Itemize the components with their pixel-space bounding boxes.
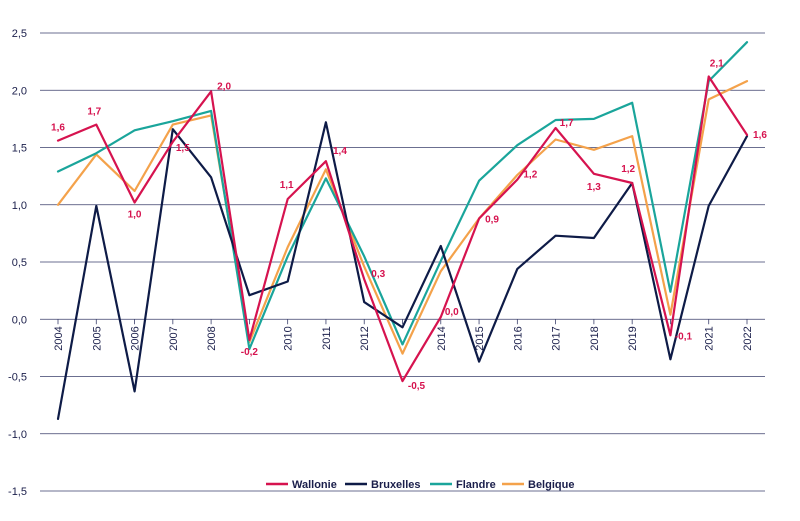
data-label-wallonie: 1,7 xyxy=(560,118,574,129)
x-axis-ticks: 2004 2005 2006 2007 2008 2010 2011 2012 2014 2015… xyxy=(53,319,754,351)
legend-label-flandre: Flandre xyxy=(456,479,496,491)
x-tick-label: 2017 xyxy=(551,326,563,350)
y-tick-label: -1,5 xyxy=(8,486,27,498)
series-lines xyxy=(56,41,749,420)
data-label-wallonie: 1,0 xyxy=(128,209,142,220)
x-tick-label: 2016 xyxy=(512,326,524,350)
series-line-flandre xyxy=(56,41,749,351)
data-label-wallonie: -0,1 xyxy=(675,331,693,342)
data-label-wallonie: 1,6 xyxy=(51,123,65,134)
x-tick-label: 2014 xyxy=(436,326,448,350)
data-label-wallonie: 1,6 xyxy=(753,130,767,141)
data-label-wallonie: 2,0 xyxy=(217,81,231,92)
x-tick-label: 2005 xyxy=(91,326,103,350)
data-label-wallonie: 0,3 xyxy=(371,269,385,280)
x-tick-label: 2010 xyxy=(283,326,295,350)
legend-label-belgique: Belgique xyxy=(528,479,574,491)
x-tick-label: 2021 xyxy=(704,326,716,350)
data-label-wallonie: -0,5 xyxy=(408,381,426,392)
series-line-wallonie xyxy=(56,75,749,383)
legend-label-bruxelles: Bruxelles xyxy=(371,479,421,491)
data-labels: 1,6 1,7 1,0 1,5 2,0 -0,2 1,1 1,4 0,3 -0,5 0,0 0,9 1,… xyxy=(51,59,767,393)
grid-lines xyxy=(40,32,765,492)
y-axis-ticks: -1,5 -1,0 -0,5 0,0 0,5 1,0 1,5 2,0 2,5 xyxy=(8,28,27,498)
data-label-wallonie: 1,4 xyxy=(333,146,347,157)
data-label-wallonie: 1,5 xyxy=(176,143,190,154)
y-tick-label: 1,5 xyxy=(12,143,27,155)
data-label-wallonie: 1,3 xyxy=(587,182,601,193)
y-tick-label: -1,0 xyxy=(8,429,27,441)
x-tick-label: 2012 xyxy=(359,326,371,350)
data-label-wallonie: 1,2 xyxy=(621,164,635,175)
legend: Wallonie Bruxelles Flandre Belgique xyxy=(266,479,574,491)
data-label-wallonie: 0,0 xyxy=(445,307,459,318)
data-label-wallonie: 1,2 xyxy=(523,170,537,181)
x-tick-label: 2007 xyxy=(168,326,180,350)
x-tick-label: 2006 xyxy=(130,326,142,350)
x-tick-label: 2004 xyxy=(53,326,65,350)
x-tick-label: 2011 xyxy=(321,326,333,350)
x-tick-label: 2019 xyxy=(627,326,639,350)
x-tick-label: 2008 xyxy=(206,326,218,350)
x-tick-label: 2018 xyxy=(589,326,601,350)
data-label-wallonie: 1,1 xyxy=(280,180,294,191)
data-label-wallonie: 0,9 xyxy=(485,214,499,225)
y-tick-label: 0,5 xyxy=(12,257,27,269)
x-tick-label: 2015 xyxy=(474,326,486,350)
y-tick-label: -0,5 xyxy=(8,372,27,384)
x-tick-label: 2022 xyxy=(742,326,754,350)
series-line-bruxelles xyxy=(56,121,749,420)
data-label-wallonie: 2,1 xyxy=(710,59,724,70)
y-tick-label: 2,0 xyxy=(12,85,27,97)
y-tick-label: 2,5 xyxy=(12,28,27,40)
data-label-wallonie: 1,7 xyxy=(87,107,101,118)
legend-label-wallonie: Wallonie xyxy=(292,479,337,491)
y-tick-label: 0,0 xyxy=(12,314,27,326)
data-label-wallonie: -0,2 xyxy=(241,347,259,358)
y-tick-label: 1,0 xyxy=(12,200,27,212)
series-line-belgique xyxy=(56,79,749,355)
